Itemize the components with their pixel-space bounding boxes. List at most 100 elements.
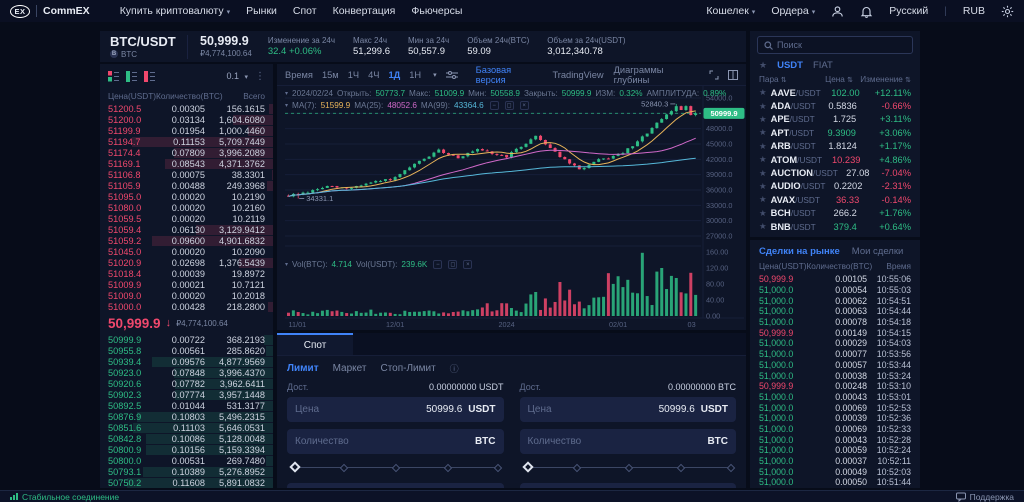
trade-row[interactable]: 51,000.0 0.00043 10:53:01 — [759, 391, 911, 402]
nav-item-фьючерсы[interactable]: Фьючерсы — [411, 5, 463, 17]
order-type-маркет[interactable]: Маркет — [332, 362, 367, 374]
trade-row[interactable]: 51,000.0 0.00069 10:52:33 — [759, 423, 911, 434]
orderbook-ask-row[interactable]: 51020.9 0.02698 1,376.5439 — [100, 257, 273, 268]
pair-search[interactable] — [757, 36, 913, 54]
tab-market-trades[interactable]: Сделки на рынке — [759, 246, 840, 257]
orderbook-bid-row[interactable]: 50800.0 0.00531 269.7480 — [100, 455, 273, 466]
currency-selector[interactable]: RUB — [962, 5, 985, 17]
pair-row-auction[interactable]: ★ AUCTION/USDT 27.08 -7.04% — [759, 167, 911, 179]
favorite-star-icon[interactable]: ★ — [759, 100, 767, 111]
wallet-menu[interactable]: Кошелек ▾ — [706, 5, 756, 17]
ma-control-icon[interactable]: × — [519, 101, 529, 110]
favorite-star-icon[interactable]: ★ — [759, 87, 767, 98]
orderbook-ask-row[interactable]: 51095.0 0.00020 10.2190 — [108, 191, 273, 202]
interval-1Ч[interactable]: 1Ч — [347, 69, 360, 80]
chart-layout-icon[interactable] — [728, 69, 738, 80]
book-view-bids-icon[interactable] — [126, 70, 137, 82]
favorite-star-icon[interactable]: ★ — [759, 154, 767, 165]
favorite-star-icon[interactable]: ★ — [759, 127, 767, 138]
favorite-star-icon[interactable]: ★ — [759, 180, 767, 191]
interval-more-dropdown[interactable]: ▾ — [433, 71, 437, 79]
orderbook-ask-row[interactable]: 51174.4 0.07809 3,996.2089 — [100, 147, 273, 158]
trade-row[interactable]: 51,000.0 0.00039 10:52:36 — [759, 413, 911, 424]
favorite-star-icon[interactable]: ★ — [759, 140, 767, 151]
favorite-star-icon[interactable]: ★ — [759, 113, 767, 124]
sell-price-input[interactable]: Цена 50999.6 USDT — [519, 397, 736, 422]
orderbook-bid-row[interactable]: 50955.8 0.00561 285.8620 — [100, 345, 273, 356]
orderbook-bid-row[interactable]: 50999.9 0.00722 368.2193 — [100, 334, 273, 345]
indicator-settings-icon[interactable] — [445, 70, 458, 80]
trade-row[interactable]: 50,999.9 0.00248 10:53:10 — [759, 381, 911, 392]
tab-spot[interactable]: Спот — [277, 333, 353, 355]
orderbook-ask-row[interactable]: 51106.8 0.00075 38.3301 — [108, 169, 273, 180]
vol-control-icon[interactable]: × — [463, 260, 473, 269]
pair-row-apt[interactable]: ★ APT/USDT 9.3909 +3.06% — [759, 127, 911, 138]
interval-15м[interactable]: 15м — [321, 69, 339, 80]
orderbook-ask-row[interactable]: 51045.0 0.00020 10.2090 — [108, 246, 273, 257]
ma-control-icon[interactable]: − — [489, 101, 499, 110]
pair-selector[interactable]: BTC/USDT B BTC — [100, 34, 188, 59]
precision-select[interactable]: 0.1 ▾ — [226, 71, 248, 81]
orderbook-ask-row[interactable]: 51009.9 0.00021 10.7121 — [108, 279, 273, 290]
trade-row[interactable]: 51,000.0 0.00057 10:53:44 — [759, 359, 911, 370]
chart-view-диаграммы-глубины[interactable]: Диаграммы глубины — [613, 64, 664, 85]
orderbook-bid-row[interactable]: 50939.4 0.09576 4,877.9569 — [100, 356, 273, 367]
trade-row[interactable]: 51,000.0 0.00050 10:51:44 — [759, 477, 911, 488]
favorite-star-icon[interactable]: ★ — [759, 221, 767, 232]
tab-my-trades[interactable]: Мои сделки — [851, 246, 904, 257]
ma-control-icon[interactable]: ◻ — [504, 101, 514, 110]
orderbook-bid-row[interactable]: 50920.6 0.07782 3,962.6411 — [100, 378, 273, 389]
trade-row[interactable]: 51,000.0 0.00059 10:52:24 — [759, 445, 911, 456]
orderbook-ask-row[interactable]: 51018.4 0.00039 19.8972 — [108, 268, 273, 279]
chart-view-базовая-версия[interactable]: Базовая версия — [475, 64, 512, 85]
pair-row-bnb[interactable]: ★ BNB/USDT 379.4 +0.64% — [759, 221, 911, 232]
nav-item-рынки[interactable]: Рынки — [246, 5, 277, 17]
orderbook-bid-row[interactable]: 50793.1 0.10389 5,276.8952 — [100, 466, 273, 477]
search-input[interactable] — [777, 40, 897, 50]
trade-row[interactable]: 51,000.0 0.00049 10:52:03 — [759, 466, 911, 477]
orderbook-ask-row[interactable]: 51059.2 0.09600 4,901.6832 — [100, 235, 273, 246]
book-view-asks-icon[interactable] — [144, 70, 155, 82]
orderbook-bid-row[interactable]: 50876.9 0.10803 5,496.2315 — [100, 411, 273, 422]
orderbook-ask-row[interactable]: 51059.4 0.06130 3,129.9412 — [100, 224, 273, 235]
trade-row[interactable]: 51,000.0 0.00037 10:52:11 — [759, 456, 911, 467]
trade-row[interactable]: 50,999.9 0.00149 10:54:15 — [759, 327, 911, 338]
orderbook-bid-row[interactable]: 50923.0 0.07848 3,996.4370 — [100, 367, 273, 378]
pair-row-audio[interactable]: ★ AUDIO/USDT 0.2202 -2.31% — [759, 180, 911, 192]
orders-menu[interactable]: Ордера ▾ — [771, 5, 816, 17]
orderbook-ask-row[interactable]: 51000.0 0.00428 218.2800 — [100, 301, 273, 312]
nav-item-купить-криптовалюту[interactable]: Купить криптовалюту ▾ — [119, 5, 231, 17]
trade-row[interactable]: 51,000.0 0.00062 10:54:51 — [759, 295, 911, 306]
orderbook-ask-row[interactable]: 51169.1 0.08543 4,371.3762 — [100, 158, 273, 169]
buy-amount-slider[interactable] — [289, 461, 503, 475]
orderbook-bid-row[interactable]: 50842.8 0.10086 5,128.0048 — [100, 433, 273, 444]
trade-row[interactable]: 51,000.0 0.00054 10:55:03 — [759, 285, 911, 296]
pair-row-arb[interactable]: ★ ARB/USDT 1.8124 +1.17% — [759, 140, 911, 152]
slider-handle[interactable] — [289, 461, 301, 473]
interval-1Д[interactable]: 1Д — [388, 69, 401, 80]
order-type-лимит[interactable]: Лимит — [287, 362, 319, 374]
pair-row-ada[interactable]: ★ ADA/USDT 0.5836 -0.66% — [759, 100, 911, 112]
interval-4Ч[interactable]: 4Ч — [368, 69, 380, 80]
favorite-star-icon[interactable]: ★ — [759, 167, 767, 178]
support-link[interactable]: Поддержка — [955, 492, 1014, 502]
orderbook-ask-row[interactable]: 51059.5 0.00020 10.2119 — [108, 213, 273, 224]
mid-price-row[interactable]: 50,999.9 ↓ ₽4,774,100.64 — [100, 312, 273, 334]
buy-quantity-input[interactable]: Количество BTC — [287, 429, 504, 454]
trade-row[interactable]: 50,999.9 0.00105 10:55:06 — [759, 274, 911, 285]
trade-row[interactable]: 51,000.0 0.00043 10:52:28 — [759, 434, 911, 445]
orderbook-bid-row[interactable]: 50750.2 0.11608 5,891.0832 — [100, 477, 273, 488]
trade-row[interactable]: 51,000.0 0.00038 10:53:24 — [759, 370, 911, 381]
slider-handle[interactable] — [521, 461, 534, 473]
book-view-both-icon[interactable] — [108, 70, 119, 82]
sort-icon[interactable]: ⇅ — [905, 77, 911, 84]
favorite-star-icon[interactable]: ★ — [759, 207, 767, 218]
orderbook-ask-row[interactable]: 51200.0 0.03134 1,604.6080 — [100, 114, 273, 125]
info-icon[interactable]: ⓘ — [449, 363, 459, 374]
trade-row[interactable]: 51,000.0 0.00077 10:53:56 — [759, 349, 911, 360]
nav-item-спот[interactable]: Спот — [292, 5, 317, 17]
interval-Время[interactable]: Время — [285, 69, 313, 80]
sell-total-input[interactable] — [519, 483, 736, 488]
trade-row[interactable]: 51,000.0 0.00069 10:52:53 — [759, 402, 911, 413]
tab-usdt[interactable]: USDT — [777, 60, 803, 71]
